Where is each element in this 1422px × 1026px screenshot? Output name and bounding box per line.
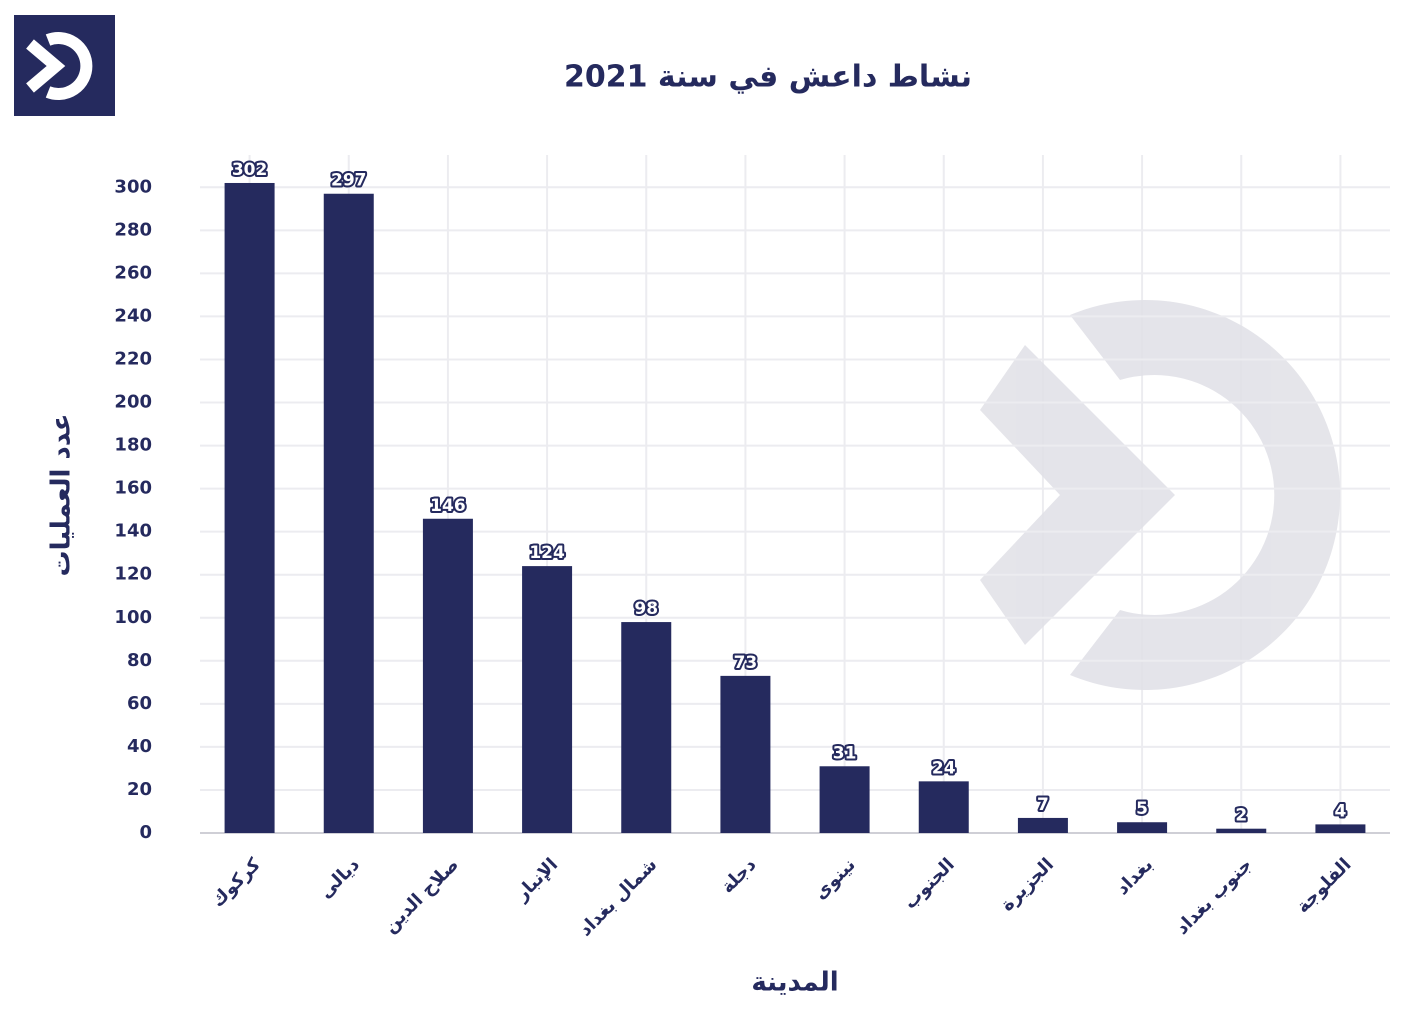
bar [1117, 822, 1168, 833]
bar [621, 622, 672, 833]
value-label: 297 [331, 171, 367, 191]
x-tick-label: الإنبار [511, 854, 562, 905]
y-tick-label: 200 [114, 392, 152, 413]
y-tick-label: 280 [114, 219, 152, 240]
y-tick-label: 140 [114, 521, 152, 542]
x-tick-label: نينوى [810, 854, 860, 904]
y-tick-label: 240 [114, 305, 152, 326]
value-label: 98 [634, 599, 658, 619]
value-label: 31 [833, 743, 857, 763]
x-tick-label: ديالى [315, 854, 364, 903]
y-tick-label: 120 [114, 564, 152, 585]
x-axis-label: المدينة [751, 968, 838, 998]
value-label: 7 [1037, 795, 1049, 815]
x-tick-label: صلاح الدين [380, 854, 463, 937]
x-tick-label: كركوك [207, 854, 265, 912]
value-label: 146 [430, 496, 466, 516]
bar [422, 518, 473, 833]
x-tick-label: الفلوجة [1292, 854, 1355, 917]
bar [720, 675, 771, 833]
value-label: 2 [1235, 806, 1247, 826]
x-tick-label: شمال بغداد [575, 854, 661, 940]
y-tick-label: 260 [114, 262, 152, 283]
chart-title: نشاط داعش في سنة 2021 [564, 60, 972, 95]
watermark [980, 300, 1340, 691]
y-tick-label: 60 [127, 693, 152, 714]
y-tick-label: 20 [127, 779, 152, 800]
bar [1315, 824, 1366, 833]
bar [918, 781, 969, 833]
value-label: 4 [1334, 801, 1346, 821]
x-tick-label: دجلة [717, 854, 760, 897]
value-label: 73 [734, 653, 758, 673]
bar [1216, 828, 1267, 833]
bar [224, 182, 275, 833]
x-tick-label: بغداد [1112, 854, 1157, 899]
logo [14, 15, 115, 116]
value-label: 124 [529, 543, 565, 563]
x-tick-label: الجنوب [900, 854, 959, 913]
value-label: 5 [1136, 799, 1148, 819]
value-label: 302 [232, 160, 268, 180]
x-tick-label: الجزيرة [997, 854, 1058, 915]
bar [323, 193, 374, 833]
value-label: 24 [932, 758, 956, 778]
bar [522, 566, 573, 833]
x-tick-label: جنوب بغداد [1172, 854, 1257, 939]
y-tick-label: 180 [114, 435, 152, 456]
y-tick-label: 300 [114, 176, 152, 197]
y-tick-label: 100 [114, 607, 152, 628]
bar [1017, 817, 1068, 833]
y-tick-label: 220 [114, 348, 152, 369]
y-tick-label: 80 [127, 650, 152, 671]
y-tick-label: 0 [139, 822, 152, 843]
y-tick-label: 160 [114, 478, 152, 499]
bar [819, 766, 870, 833]
y-axis-label: عدد العمليات [47, 413, 77, 576]
y-tick-label: 40 [127, 736, 152, 757]
